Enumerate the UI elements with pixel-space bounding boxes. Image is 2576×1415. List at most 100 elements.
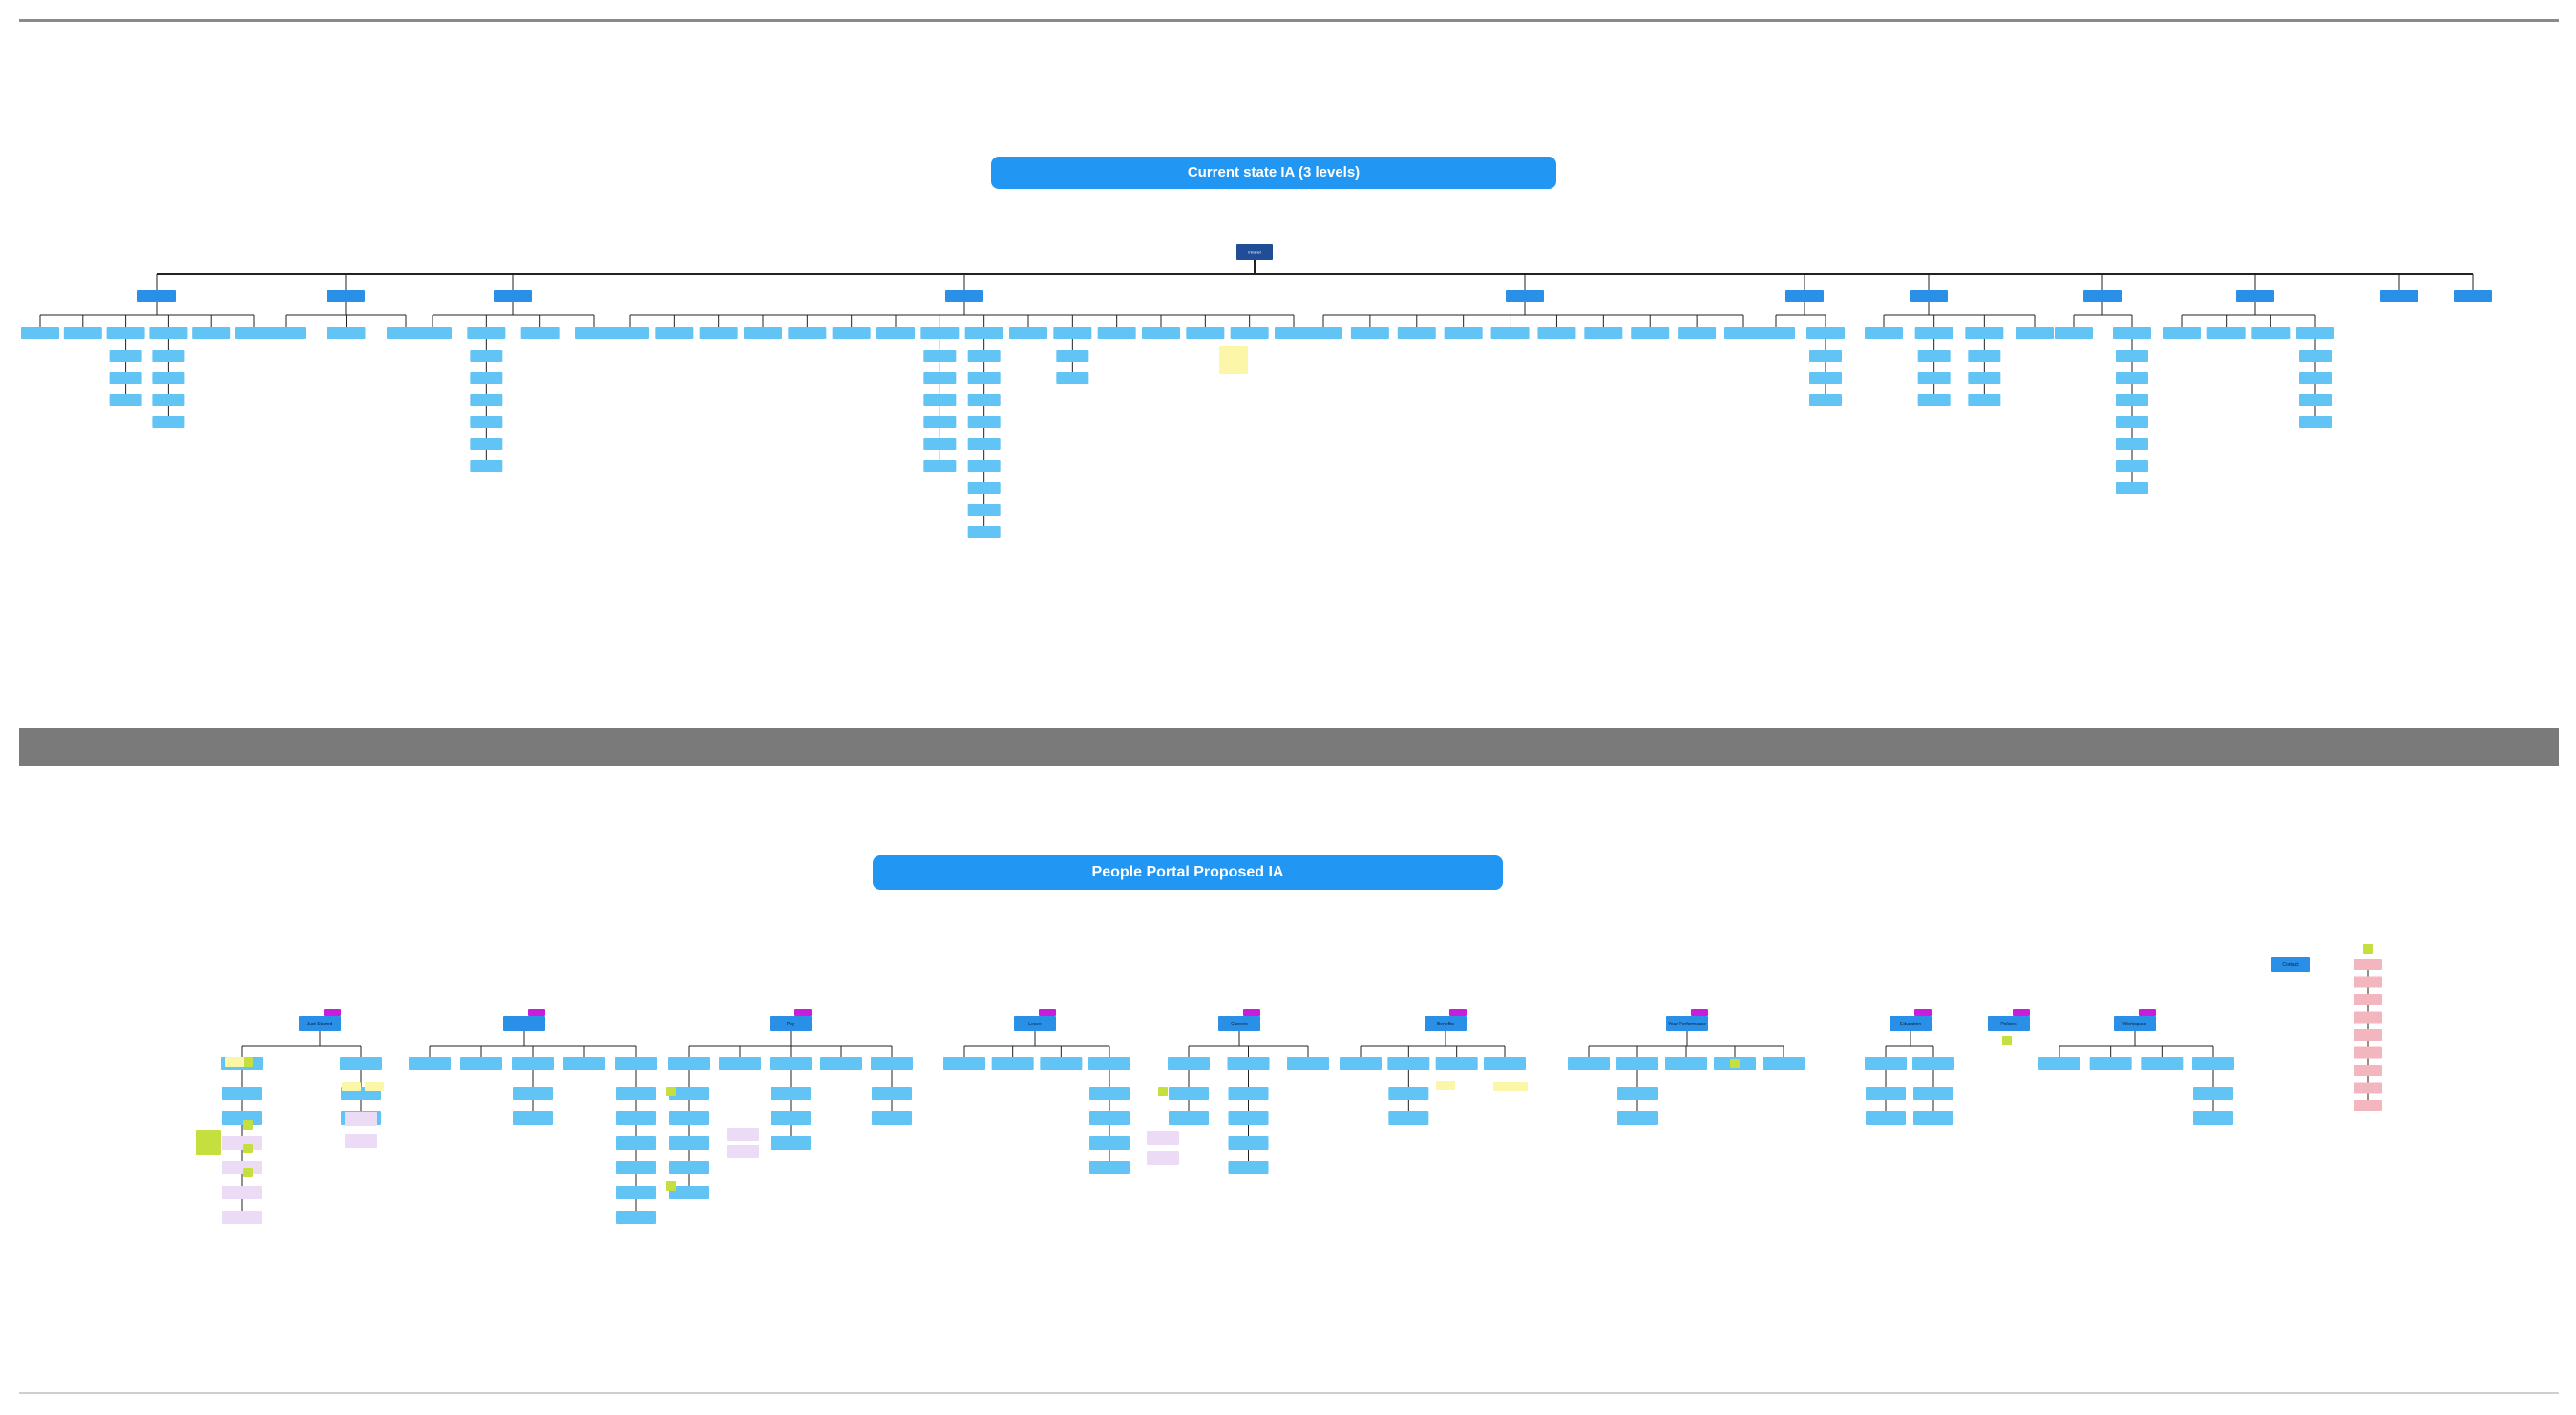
current-child-node — [876, 327, 915, 339]
status-tag — [1039, 1009, 1056, 1016]
proposed-child-node — [615, 1057, 657, 1070]
current-child-node — [327, 327, 366, 339]
current-group-node — [494, 290, 532, 302]
proposed-grandchild-node — [2193, 1087, 2233, 1100]
annotation-sticky — [243, 1057, 253, 1067]
proposed-grandchild-node — [872, 1087, 912, 1100]
annotation-sticky — [1493, 1082, 1512, 1091]
current-child-node — [655, 327, 694, 339]
current-child-node — [1678, 327, 1717, 339]
current-child-node — [1914, 327, 1953, 339]
pink-list-item — [2354, 1065, 2382, 1076]
proposed-grandchild-node — [1617, 1111, 1658, 1125]
current-child-node — [1757, 327, 1795, 339]
annotation-sticky — [1436, 1081, 1455, 1090]
current-child-node — [1584, 327, 1623, 339]
current-grandchild-node — [152, 350, 185, 362]
current-grandchild-node — [470, 372, 503, 384]
current-grandchild-node — [923, 416, 957, 428]
current-group-node — [137, 290, 176, 302]
proposed-group-node-label: Benefits — [1437, 1022, 1455, 1027]
contact-node — [2271, 957, 2310, 972]
proposed-grandchild-node — [513, 1087, 553, 1100]
proposed-group-node-label: Pay — [787, 1022, 795, 1027]
current-child-node — [1490, 327, 1530, 339]
proposed-grandchild-node — [222, 1186, 262, 1199]
status-tag — [1449, 1009, 1467, 1016]
current-grandchild-node — [923, 394, 957, 406]
current-grandchild-node — [1809, 394, 1842, 406]
pink-list-item — [2354, 959, 2382, 970]
current-child-node — [1142, 327, 1180, 339]
current-group-node — [1785, 290, 1824, 302]
proposed-child-node — [991, 1057, 1034, 1070]
current-grandchild-node — [109, 350, 142, 362]
proposed-child-node — [871, 1057, 913, 1070]
current-grandchild-node — [967, 504, 1001, 516]
root-node-label: Intranet — [1248, 249, 1261, 254]
current-child-node — [2055, 327, 2093, 339]
proposed-grandchild-node — [1228, 1087, 1269, 1100]
proposed-grandchild-node — [513, 1111, 553, 1125]
proposed-child-node — [512, 1057, 554, 1070]
current-grandchild-node — [2299, 394, 2332, 406]
current-grandchild-node — [470, 416, 503, 428]
annotation-sticky — [727, 1145, 759, 1158]
proposed-group-node-label: Workspace — [2123, 1022, 2147, 1027]
proposed-group-node — [1666, 1016, 1708, 1031]
proposed-child-node — [1865, 1057, 1907, 1070]
proposed-child-node — [820, 1057, 862, 1070]
proposed-child-node — [1763, 1057, 1805, 1070]
current-grandchild-node — [967, 482, 1001, 494]
current-child-node — [1009, 327, 1047, 339]
current-child-node — [2163, 327, 2201, 339]
proposed-grandchild-node — [771, 1087, 811, 1100]
proposed-child-node — [719, 1057, 761, 1070]
current-child-node — [149, 327, 188, 339]
status-tag — [2139, 1009, 2156, 1016]
proposed-group-node-label: Leave — [1028, 1022, 1042, 1027]
current-child-node — [832, 327, 871, 339]
status-tag — [1691, 1009, 1708, 1016]
current-grandchild-node — [1968, 350, 2001, 362]
annotation-sticky — [342, 1082, 361, 1091]
annotation-sticky — [1509, 1082, 1528, 1091]
current-child-node — [1397, 327, 1436, 339]
status-tag — [1914, 1009, 1932, 1016]
proposed-child-node — [1340, 1057, 1382, 1070]
current-child-node — [1097, 327, 1136, 339]
current-child-node — [192, 327, 231, 339]
current-child-node — [1186, 327, 1225, 339]
current-child-node — [2113, 327, 2151, 339]
proposed-group-node — [503, 1016, 545, 1031]
current-child-node — [1537, 327, 1576, 339]
proposed-grandchild-node — [771, 1136, 811, 1150]
current-grandchild-node — [152, 416, 185, 428]
current-grandchild-node — [2116, 438, 2148, 450]
current-child-node — [267, 327, 306, 339]
current-child-node — [1865, 327, 1903, 339]
annotation-sticky — [225, 1057, 244, 1067]
current-child-node — [788, 327, 827, 339]
current-child-node — [1304, 327, 1342, 339]
status-tag — [324, 1009, 341, 1016]
current-child-node — [1631, 327, 1670, 339]
current-grandchild-node — [1917, 372, 1951, 384]
proposed-grandchild-node — [1617, 1087, 1658, 1100]
annotation-sticky — [2363, 944, 2373, 954]
pink-list-item — [2354, 1011, 2382, 1024]
proposed-group-node-label: Just Started — [307, 1022, 333, 1027]
current-child-node — [1724, 327, 1763, 339]
annotation-sticky — [243, 1168, 253, 1177]
annotation-sticky — [666, 1181, 676, 1191]
annotation-sticky — [243, 1120, 253, 1130]
current-grandchild-node — [967, 372, 1001, 384]
current-grandchild-node — [967, 460, 1001, 472]
status-tag — [528, 1009, 545, 1016]
annotation-sticky — [243, 1144, 253, 1153]
annotation-sticky — [1147, 1131, 1179, 1145]
proposed-child-node — [770, 1057, 812, 1070]
current-grandchild-node — [967, 394, 1001, 406]
current-grandchild-node — [2299, 372, 2332, 384]
proposed-grandchild-node — [616, 1111, 656, 1125]
